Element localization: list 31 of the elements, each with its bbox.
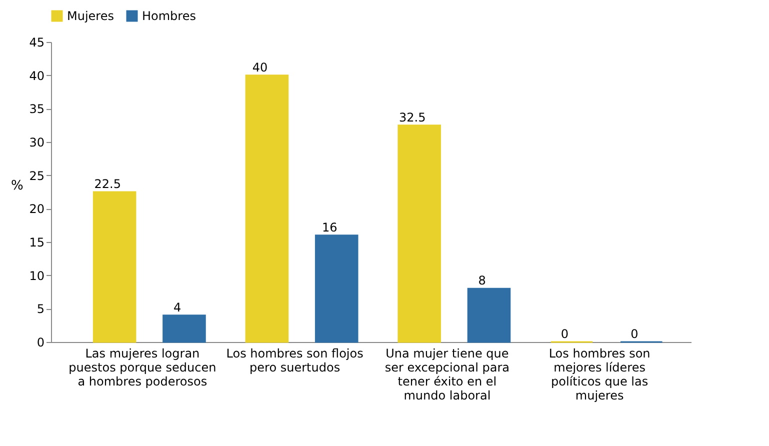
bar	[467, 288, 511, 343]
legend-label: Mujeres	[67, 9, 114, 23]
bar	[162, 314, 206, 343]
y-tick-label: 40	[29, 68, 44, 83]
data-label: 4	[173, 300, 182, 314]
y-tick-label: 15	[29, 236, 44, 250]
y-tick-label: 0	[36, 336, 44, 350]
y-tick-label: 30	[29, 136, 44, 150]
bar	[92, 191, 136, 343]
bar	[245, 74, 289, 343]
data-label: 0	[560, 327, 569, 341]
data-label: 0	[630, 327, 638, 341]
data-label: 16	[322, 220, 338, 234]
y-tick-label: 25	[29, 168, 44, 183]
x-tick-label: Una mujer tiene que ser excepcional para tener éxito en el mundo laboral	[384, 346, 510, 402]
y-tick-label: 20	[29, 202, 44, 216]
y-tick-label: 45	[29, 36, 44, 50]
data-label: 32.5	[399, 110, 426, 124]
x-tick-label: Los hombres son mejores líderes políticos que las mujeres	[548, 346, 650, 402]
y-axis-title: %	[11, 178, 24, 194]
y-tick-label: 35	[29, 102, 44, 116]
y-tick-label: 5	[36, 302, 44, 316]
x-tick-label: Las mujeres logran puestos porque seducen a hombres poderosos	[68, 346, 216, 388]
y-tick-label: 10	[29, 268, 44, 283]
bar	[314, 234, 358, 343]
bar	[398, 124, 441, 343]
data-label: 40	[252, 60, 268, 74]
legend-label: Hombres	[142, 9, 196, 23]
data-label: 22.5	[94, 177, 121, 191]
x-tick-label: Los hombres son flojos pero suertudos	[226, 346, 364, 374]
data-label: 8	[478, 274, 486, 288]
